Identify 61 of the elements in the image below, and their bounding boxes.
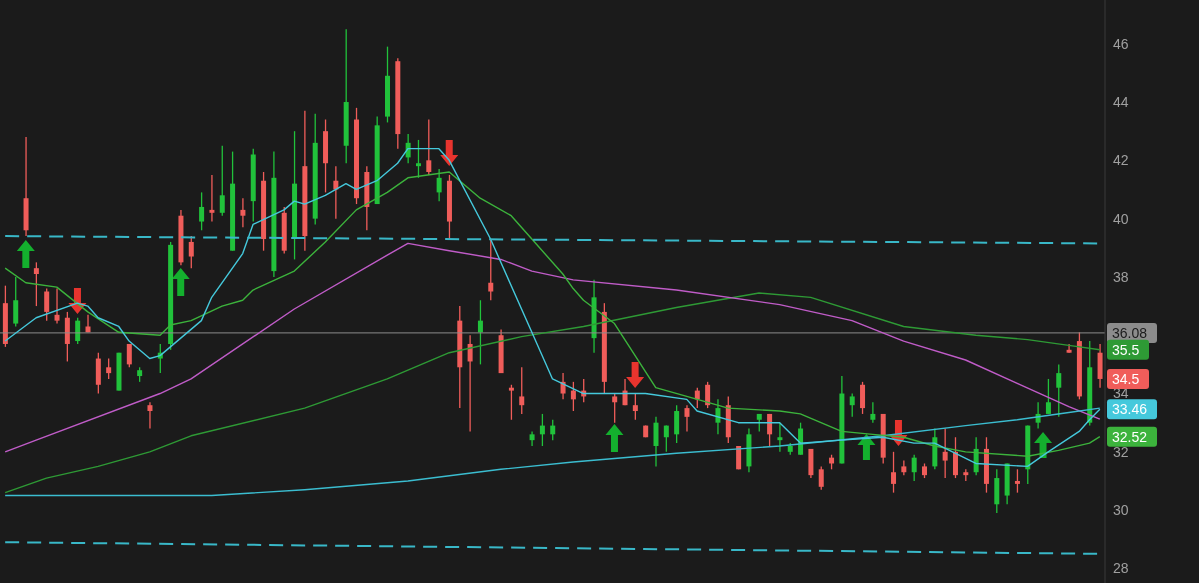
candlestick [777,422,783,453]
candlestick [209,174,215,223]
y-tick-label: 38 [1113,268,1129,285]
data-label: 32.52 [1112,428,1148,445]
candlestick [44,287,50,322]
y-tick-label: 32 [1113,443,1129,460]
candlestick [911,454,917,482]
candlestick [684,404,690,433]
candlestick [147,401,153,430]
candlestick [632,392,638,421]
candlestick [942,427,948,479]
data-label: 33.46 [1112,401,1148,418]
candlestick [570,381,576,412]
candlestick [818,465,824,491]
candlestick [860,381,866,415]
y-tick-label: 42 [1113,152,1129,169]
candlestick [539,413,545,447]
candlestick [488,238,494,301]
candlestick [1066,343,1072,354]
candlestick [891,451,897,494]
candlestick [13,276,19,328]
candlestick [1014,468,1020,494]
candlestick [106,357,112,380]
line-series [4,242,1101,453]
line-series [4,292,1101,494]
candlestick [85,314,91,333]
y-tick-label: 40 [1113,210,1129,227]
candlestick [477,299,483,366]
candlestick [199,191,205,231]
candlestick [529,430,535,447]
text: 34.5 [1112,370,1140,387]
candlestick [467,334,473,433]
y-tick-label: 44 [1113,94,1129,110]
y-tick-label: 46 [1113,35,1129,52]
candlestick [674,404,680,444]
candlestick [1045,378,1051,415]
candlestick [54,287,60,325]
candlestick [715,398,721,435]
candlestick [849,392,855,418]
candlestick [426,118,432,176]
candlestick [415,139,421,179]
ref-line-label: 36.08 [1112,324,1148,341]
candlestick [560,372,566,401]
candlestick [219,145,225,217]
candlestick [1056,363,1062,418]
candlestick [870,401,876,424]
candlestick [612,392,618,424]
data-label: 35.5 [1112,341,1140,358]
candlestick [508,384,514,421]
candlestick [436,168,442,202]
candlestick [519,366,525,415]
y-tick-label: 30 [1113,502,1129,519]
candlestick [653,416,659,468]
y-tick-label: 28 [1113,560,1129,577]
candlestick [952,436,958,479]
candlestick [33,261,39,307]
candlestick [240,197,246,229]
candlestick [705,381,711,409]
candlestick [663,424,669,453]
candlestick [188,235,194,269]
candlestick [550,419,556,441]
